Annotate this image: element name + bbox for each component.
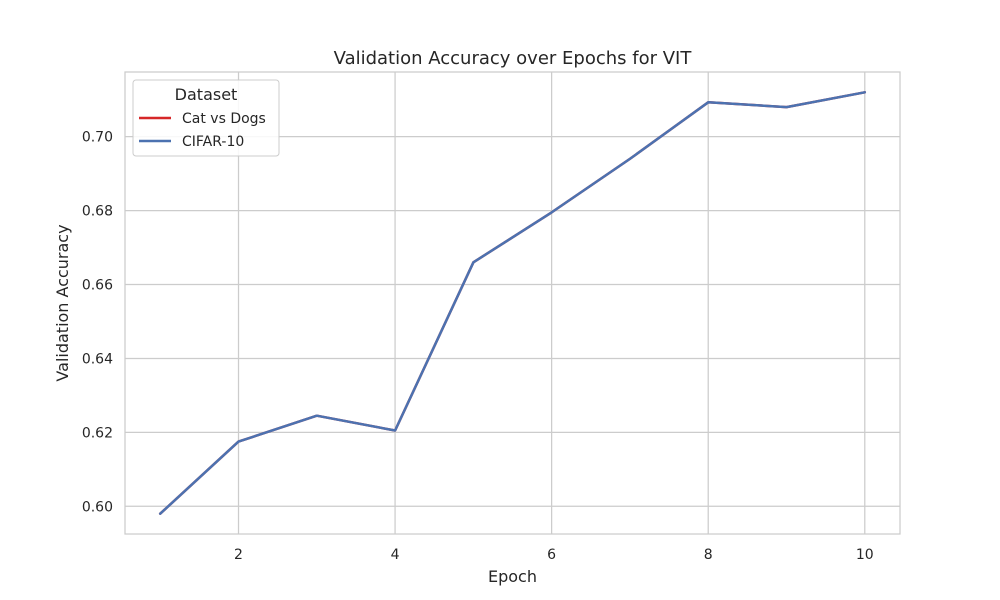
series-line-cifar-10 (158, 91, 867, 515)
plot-frame (124, 71, 901, 535)
y-tick-label: 0.62 (82, 425, 113, 441)
x-tick-labels: 2 4 6 8 10 (234, 547, 874, 563)
chart-title: Validation Accuracy over Epochs for VIT (334, 48, 693, 69)
legend-label-cat-vs-dogs: Cat vs Dogs (182, 111, 266, 127)
x-axis-label: Epoch (488, 567, 537, 586)
x-tick-label: 10 (856, 547, 874, 563)
y-tick-labels: 0.60 0.62 0.64 0.66 0.68 0.70 (82, 130, 113, 516)
y-tick-label: 0.60 (82, 499, 113, 515)
legend-box (132, 79, 280, 157)
legend: Dataset Cat vs Dogs CIFAR-10 (132, 79, 280, 157)
x-tick-label: 8 (704, 547, 713, 563)
y-tick-label: 0.70 (82, 130, 113, 146)
y-axis-label: Validation Accuracy (53, 224, 72, 381)
legend-label-cifar-10: CIFAR-10 (182, 134, 244, 150)
x-tick-label: 2 (234, 547, 243, 563)
x-tick-label: 4 (391, 547, 400, 563)
series-layer (158, 91, 867, 515)
y-tick-label: 0.64 (82, 351, 113, 367)
y-tick-label: 0.66 (82, 278, 113, 294)
grid (125, 72, 900, 534)
legend-title: Dataset (175, 85, 238, 104)
x-tick-label: 6 (547, 547, 556, 563)
y-tick-label: 0.68 (82, 204, 113, 220)
